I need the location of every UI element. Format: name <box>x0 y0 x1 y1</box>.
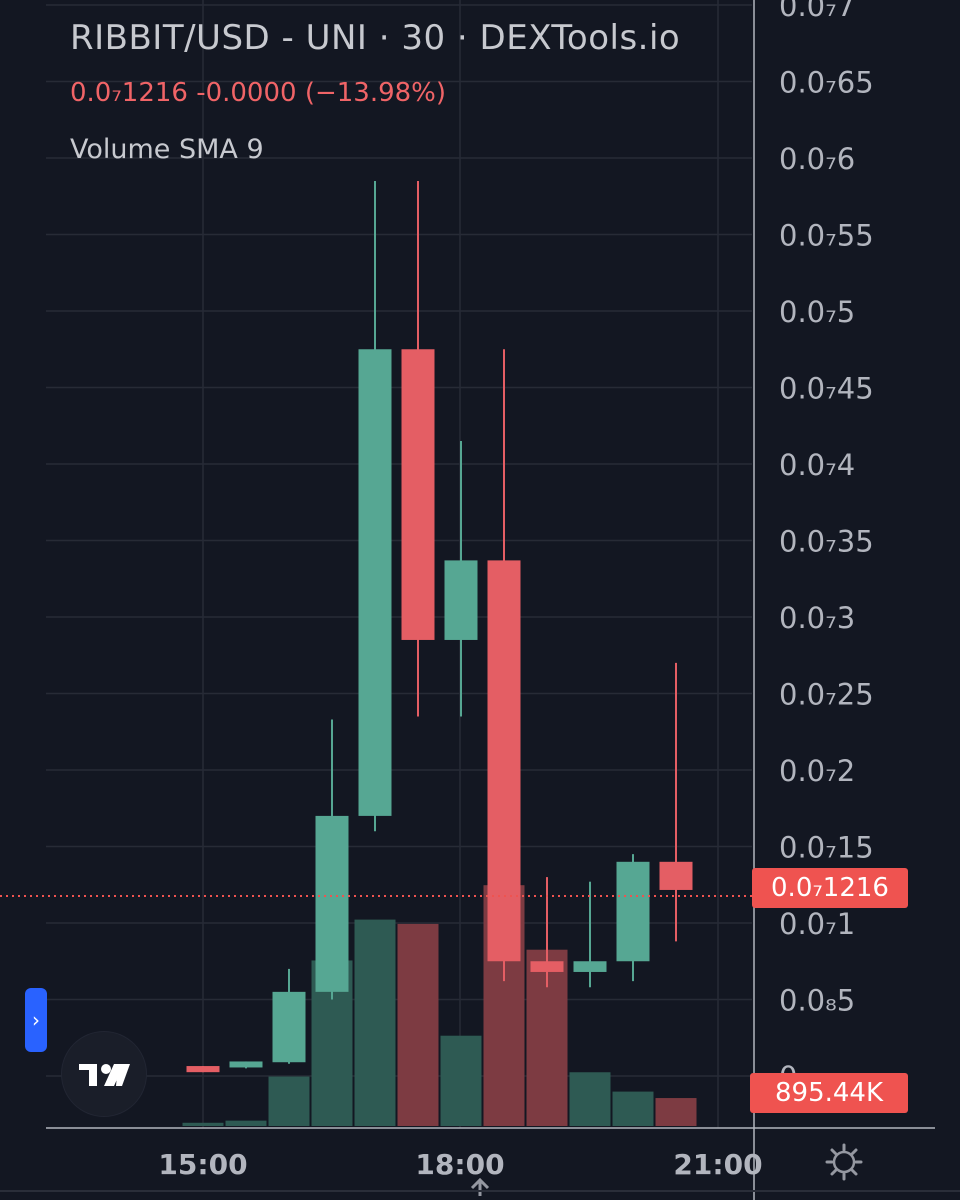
candle-body <box>186 1066 220 1073</box>
volume-bar <box>655 1098 697 1126</box>
volume-bar <box>612 1091 654 1126</box>
price-tick-label: 0.0₇3 <box>779 601 855 635</box>
price-tick-label: 0.0₇65 <box>779 66 874 100</box>
price-tick-label: 0.0₇45 <box>779 372 874 406</box>
volume-bar <box>440 1035 482 1126</box>
time-tick-label: 21:00 <box>673 1148 762 1181</box>
candle <box>573 881 607 988</box>
candle <box>401 180 435 717</box>
price-tick-label: 0.0₇4 <box>779 448 855 482</box>
price-tick-label: 0.0₇35 <box>779 525 874 559</box>
volume-bar <box>569 1072 611 1126</box>
candle <box>444 441 478 717</box>
candle <box>358 180 392 832</box>
price-change-readout: 0.0₇1216 -0.0000 (−13.98%) <box>70 78 447 108</box>
time-tick-label: 15:00 <box>158 1148 247 1181</box>
side-panel-toggle[interactable]: › <box>25 988 47 1052</box>
price-tick-label: 0.0₇1 <box>779 907 855 941</box>
price-tick-label: 0.0₇2 <box>779 754 855 788</box>
candle <box>487 349 521 982</box>
time-tick-label: 18:00 <box>415 1148 504 1181</box>
indicator-label[interactable]: Volume SMA 9 <box>70 134 264 165</box>
price-tick-label: 0.0₇5 <box>779 295 855 329</box>
tradingview-logo-icon <box>79 1064 130 1086</box>
price-tick-label: 0.0₇25 <box>779 678 874 712</box>
candle <box>315 719 349 1000</box>
arrow-up-icon[interactable] <box>468 1176 492 1200</box>
volume-bar <box>182 1122 224 1126</box>
gear-icon[interactable] <box>824 1142 864 1186</box>
price-tick-label: 0.0₇55 <box>779 219 874 253</box>
candle-body <box>659 861 693 890</box>
candle-body <box>272 991 306 1063</box>
candle-body <box>573 961 607 972</box>
time-axis: 15:00 18:00 21:00 <box>158 1148 762 1181</box>
candle <box>229 1061 263 1069</box>
candle <box>616 854 650 982</box>
price-tick-label: 0.0₇7 <box>779 0 855 23</box>
candle <box>272 968 306 1064</box>
chevron-right-icon: › <box>32 1008 40 1032</box>
candle-body <box>358 349 392 816</box>
candle-body <box>229 1061 263 1068</box>
price-axis: 0.0₇7 0.0₇65 0.0₇6 0.0₇55 0.0₇5 0.0₇45 0.0₇4 0.… <box>779 0 874 1094</box>
volume-value-label: 895.44K <box>750 1073 908 1113</box>
candle <box>659 662 693 942</box>
candle-body <box>315 815 349 992</box>
candle <box>530 877 564 988</box>
price-tick-label: 0.0₇15 <box>779 831 874 865</box>
price-tick-label: 0.0₈5 <box>779 984 855 1018</box>
candle-body <box>401 349 435 640</box>
volume-bar <box>225 1120 267 1126</box>
volume-bar <box>397 923 439 1126</box>
tradingview-logo[interactable] <box>62 1032 146 1116</box>
candle-body <box>487 560 521 962</box>
candle <box>186 1066 220 1073</box>
volume-bar <box>268 1076 310 1126</box>
candle-body <box>444 560 478 640</box>
chart-title: RIBBIT/USD - UNI · 30 · DEXTools.io <box>70 18 681 58</box>
candles <box>186 180 693 1073</box>
candle-body <box>530 961 564 972</box>
volume-bar <box>354 919 396 1126</box>
last-price-label: 0.0₇1216 <box>752 868 908 908</box>
candle-body <box>616 861 650 962</box>
pane-divider <box>0 1190 960 1192</box>
price-tick-label: 0.0₇6 <box>779 142 855 176</box>
